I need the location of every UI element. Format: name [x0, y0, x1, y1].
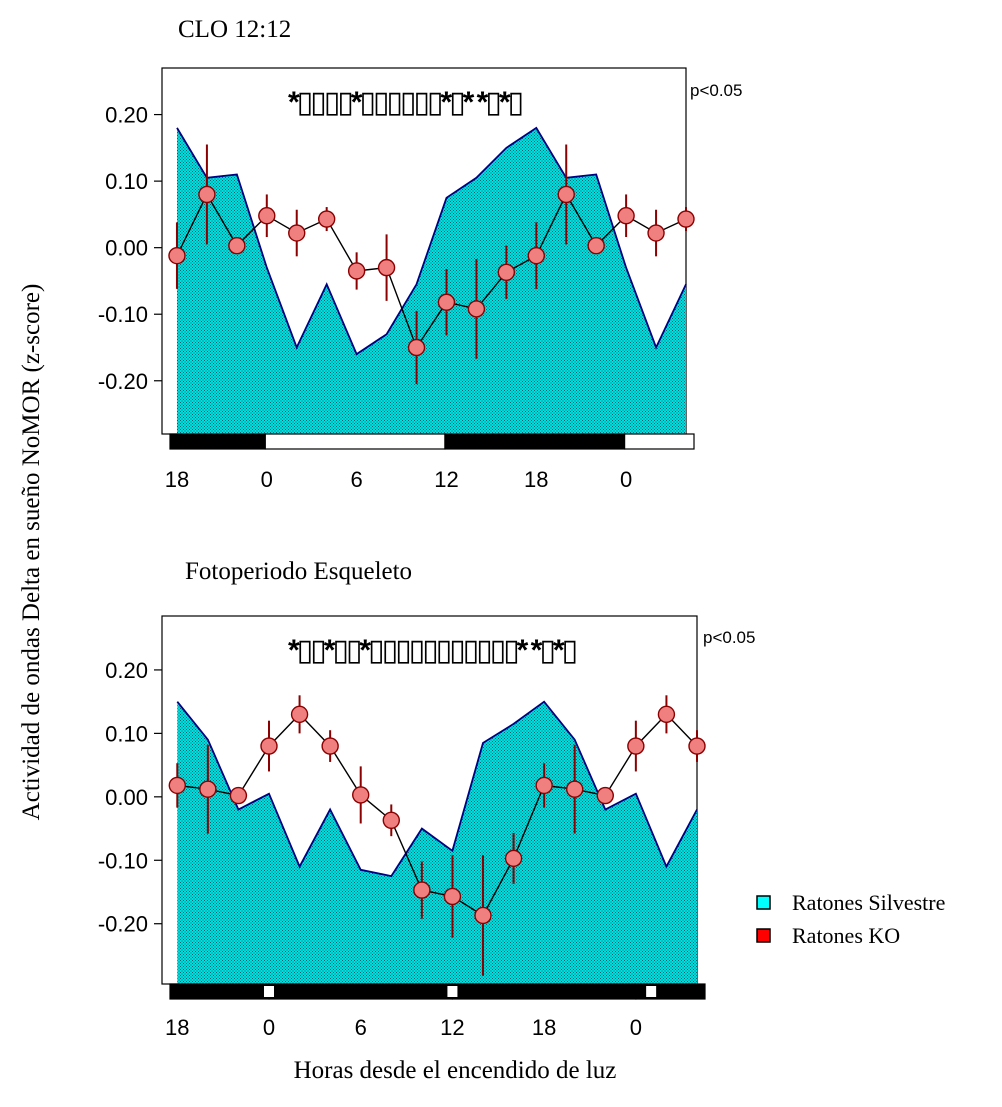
legend: Ratones Silvestre Ratones KO: [756, 890, 945, 948]
y-tick-label: -0.10: [98, 302, 148, 327]
legend-label-ko: Ratones KO: [792, 923, 900, 948]
marker-ko: [258, 207, 276, 225]
light-pulse: [646, 986, 657, 997]
panel-1-significance-marks: *▯▯▯▯*▯▯▯▯▯▯*▯* *▯*▯: [288, 86, 521, 119]
panel-2-plot-area: 0.20 0.10 0.00 -0.10 -0.20 18 0 6 12 18 0: [98, 615, 706, 1040]
photoperiod-segment: [444, 433, 626, 450]
y-tick-label: 0.10: [105, 169, 148, 194]
panel-1: CLO 12:12 0.20 0.10 0.00 -0.10 -0.20 18 0 6 12 18…: [98, 16, 743, 492]
marker-ko: [290, 705, 309, 724]
marker-ko: [437, 293, 456, 311]
panel-2-title: Fotoperiodo Esqueleto: [185, 558, 412, 585]
marker-ko: [688, 737, 706, 755]
marker-ko: [288, 224, 306, 242]
area-silvestre: [177, 701, 698, 984]
area-silvestre-edge: [176, 126, 687, 356]
marker-ko: [617, 207, 635, 225]
y-tick-label: -0.10: [98, 848, 148, 873]
marker-ko: [382, 811, 400, 830]
marker-ko: [535, 776, 553, 795]
marker-ko: [229, 786, 248, 805]
marker-ko: [504, 849, 523, 868]
x-tick-label: 18: [165, 1015, 189, 1040]
y-tick-label: 0.20: [105, 658, 148, 683]
marker-ko: [228, 236, 246, 255]
marker-ko: [627, 737, 645, 755]
y-axis-label: Actividad de ondas Delta en sueño NoMOR …: [18, 284, 45, 821]
y-tick-label: 0.20: [105, 103, 148, 128]
x-tick-label: 12: [434, 467, 458, 492]
line-ko: [177, 713, 698, 917]
x-tick-label: 6: [355, 1015, 367, 1040]
marker-ko: [527, 246, 545, 265]
panel-2: Fotoperiodo Esqueleto 0.20 0.10 0.00 -0.10 -…: [98, 558, 756, 1040]
x-tick-label: 12: [440, 1015, 464, 1040]
marker-ko: [413, 881, 431, 899]
panel-2-significance-label: p<0.05: [703, 628, 755, 647]
y-tick-label: -0.20: [98, 369, 148, 394]
marker-ko: [443, 887, 462, 906]
panel-1-plot-area: 0.20 0.10 0.00 -0.10 -0.20 18 0 6 12 18 0: [98, 67, 695, 492]
y-tick-label: 0.00: [105, 236, 148, 261]
panel-1-significance-label: p<0.05: [690, 81, 742, 100]
marker-ko: [168, 246, 186, 265]
marker-ko: [596, 786, 614, 805]
light-pulse: [447, 986, 458, 997]
y-tick-label: 0.10: [105, 721, 148, 746]
legend-swatch-ko: [756, 928, 771, 943]
marker-ko: [321, 737, 339, 755]
marker-ko: [199, 780, 217, 798]
photoperiod-segment: [268, 983, 454, 1000]
light-pulse: [264, 986, 274, 997]
x-tick-label: 0: [261, 467, 273, 492]
y-tick-label: -0.20: [98, 912, 148, 937]
x-tick-label: 0: [620, 467, 632, 492]
legend-swatch-silvestre: [756, 895, 771, 910]
marker-ko: [347, 262, 366, 280]
marker-ko: [198, 185, 216, 204]
photoperiod-segment: [451, 983, 637, 1000]
marker-ko: [566, 780, 584, 798]
x-axis-label: Horas desde el encendido de luz: [294, 1057, 617, 1084]
area-silvestre: [176, 127, 686, 435]
marker-ko: [377, 258, 396, 277]
photoperiod-segment: [169, 983, 270, 1000]
marker-ko: [587, 236, 605, 255]
y-tick-label: 0.00: [105, 785, 148, 810]
x-tick-label: 0: [263, 1015, 275, 1040]
marker-ko: [657, 705, 676, 724]
photoperiod-segment: [169, 433, 266, 450]
x-tick-label: 0: [630, 1015, 642, 1040]
x-tick-label: 18: [524, 467, 548, 492]
photoperiod-segment: [624, 433, 695, 450]
marker-ko: [647, 224, 665, 242]
x-tick-label: 18: [165, 467, 189, 492]
legend-label-silvestre: Ratones Silvestre: [792, 890, 945, 915]
marker-ko: [317, 210, 336, 228]
marker-ko: [467, 300, 486, 318]
panel-1-title: CLO 12:12: [178, 16, 291, 43]
x-tick-label: 6: [351, 467, 363, 492]
marker-ko: [497, 263, 516, 281]
photoperiod-segment: [264, 433, 446, 450]
marker-ko: [260, 737, 278, 755]
marker-ko: [677, 210, 695, 228]
marker-ko: [352, 786, 370, 804]
area-silvestre-edge: [176, 700, 698, 878]
marker-ko: [407, 338, 426, 357]
marker-ko: [168, 776, 186, 795]
marker-ko: [474, 906, 492, 925]
x-tick-label: 18: [532, 1015, 556, 1040]
panel-2-significance-marks: *▯▯*▯▯*▯▯▯▯▯▯▯▯▯▯▯* *▯*▯: [288, 634, 576, 667]
marker-ko: [557, 185, 575, 204]
